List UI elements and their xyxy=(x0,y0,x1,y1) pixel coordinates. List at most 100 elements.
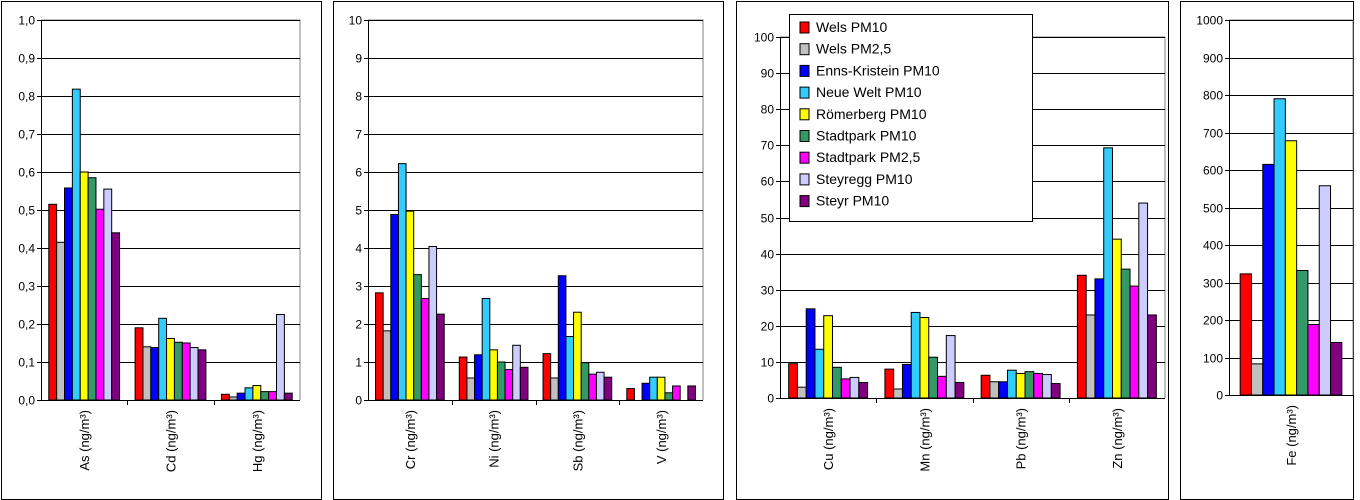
y-tick-label: 0,3 xyxy=(18,280,35,294)
bar xyxy=(641,382,651,401)
bar xyxy=(87,177,97,401)
y-tick-label: 90 xyxy=(761,67,775,81)
legend-entry: Steyregg PM10 xyxy=(816,171,913,187)
bar xyxy=(626,388,635,401)
bar xyxy=(390,214,399,401)
bar xyxy=(1138,202,1149,399)
bar xyxy=(858,381,869,399)
bar xyxy=(236,392,246,401)
bar xyxy=(573,311,582,401)
y-tick-label: 1 xyxy=(355,356,362,370)
legend-entry: Enns-Kristein PM10 xyxy=(816,62,940,78)
bar xyxy=(228,396,238,401)
y-tick-label: 8 xyxy=(355,90,362,104)
y-tick-label: 800 xyxy=(1203,89,1223,103)
y-tick-label: 4 xyxy=(355,242,362,256)
legend-swatch xyxy=(799,21,810,34)
chart-2: 0 1 2 3 4 5 6 7 8 9 10 Cr (ng/m³) Ni (ng/m³) Sb (ng/m… xyxy=(333,1,724,500)
x-category-label: V (ng/m³) xyxy=(654,410,669,464)
y-tick-label: 20 xyxy=(761,320,775,334)
bar xyxy=(565,336,575,401)
bar xyxy=(1111,238,1122,399)
y-tick-label: 5 xyxy=(355,204,362,218)
x-category-label: Cd (ng/m³) xyxy=(164,410,179,472)
bar xyxy=(603,376,613,401)
bar xyxy=(276,314,285,401)
bar xyxy=(893,388,903,399)
legend-entry: Römerberg PM10 xyxy=(816,106,927,122)
bar xyxy=(158,317,168,401)
bar xyxy=(937,375,947,399)
bar xyxy=(496,361,506,401)
bar xyxy=(656,376,666,401)
bar xyxy=(512,344,521,401)
x-category-label: Sb (ng/m³) xyxy=(570,410,585,471)
y-tick-label: 600 xyxy=(1203,164,1223,178)
bar xyxy=(173,341,183,401)
y-tick-label: 80 xyxy=(761,103,775,117)
bar xyxy=(481,298,491,401)
bar xyxy=(1307,324,1320,396)
y-tick-label: 0,7 xyxy=(18,128,35,142)
bar xyxy=(1076,274,1087,399)
bar xyxy=(687,385,696,401)
chart-3: 0 10 20 30 40 50 60 70 80 90 100 Cu (ng/m³) Mn (ng/m… xyxy=(736,1,1169,500)
x-category-label: Hg (ng/m³) xyxy=(250,410,265,472)
y-tick-label: 7 xyxy=(355,128,362,142)
bar xyxy=(1239,273,1252,396)
y-tick-label: 70 xyxy=(761,139,775,153)
bar xyxy=(189,347,199,401)
bar xyxy=(166,337,175,401)
bar xyxy=(260,391,270,401)
bar xyxy=(268,391,278,401)
legend-entry: Stadtpark PM2,5 xyxy=(816,149,920,165)
bar xyxy=(580,362,590,401)
bar xyxy=(103,188,113,401)
bar xyxy=(466,377,476,401)
bar xyxy=(111,232,121,401)
legend-entry: Neue Welt PM10 xyxy=(816,84,922,100)
bar xyxy=(79,171,89,401)
x-category-label: Ni (ng/m³) xyxy=(487,410,502,468)
x-category-label: Cr (ng/m³) xyxy=(403,410,418,469)
bar xyxy=(1050,383,1061,399)
chart-1: 0,0 0,1 0,2 0,3 0,4 0,5 0,6 0,7 0,8 0,9 1,0 As (ng/… xyxy=(1,1,322,500)
bar xyxy=(1006,369,1017,399)
legend-swatch xyxy=(799,195,810,208)
bar xyxy=(1094,278,1105,399)
bar xyxy=(542,353,552,401)
y-tick-label: 6 xyxy=(355,166,362,180)
bar xyxy=(95,208,105,401)
y-tick-label: 0 xyxy=(767,392,774,406)
bar xyxy=(945,335,956,399)
y-tick-label: 3 xyxy=(355,280,362,294)
bar xyxy=(928,356,939,399)
legend-swatch xyxy=(799,86,810,99)
bar xyxy=(849,376,860,399)
y-tick-label: 1000 xyxy=(1196,14,1223,28)
y-tick-label: 60 xyxy=(761,175,775,189)
bar xyxy=(56,241,66,401)
bar xyxy=(1103,147,1113,399)
bar xyxy=(910,311,921,399)
bar xyxy=(48,203,58,401)
y-tick-label: 900 xyxy=(1203,52,1223,66)
x-category-label: Zn (ng/m³) xyxy=(1110,408,1125,469)
bar xyxy=(919,317,930,399)
bar xyxy=(1318,185,1332,396)
y-tick-label: 100 xyxy=(1203,352,1223,366)
bar xyxy=(901,363,912,399)
bar xyxy=(375,292,384,401)
legend: Wels PM10 Wels PM2,5 Enns-Kristein PM10 Neu… xyxy=(789,14,1033,222)
y-tick-label: 0,5 xyxy=(18,204,35,218)
y-tick-label: 0,4 xyxy=(18,242,35,256)
bar xyxy=(252,385,262,401)
bar xyxy=(796,386,807,399)
bar xyxy=(504,369,514,401)
y-tick-label: 0 xyxy=(355,394,362,408)
bar xyxy=(150,347,160,401)
legend-entry: Wels PM2,5 xyxy=(816,41,891,57)
y-tick-label: 40 xyxy=(761,248,775,262)
bar xyxy=(489,349,498,401)
bar xyxy=(672,385,681,401)
